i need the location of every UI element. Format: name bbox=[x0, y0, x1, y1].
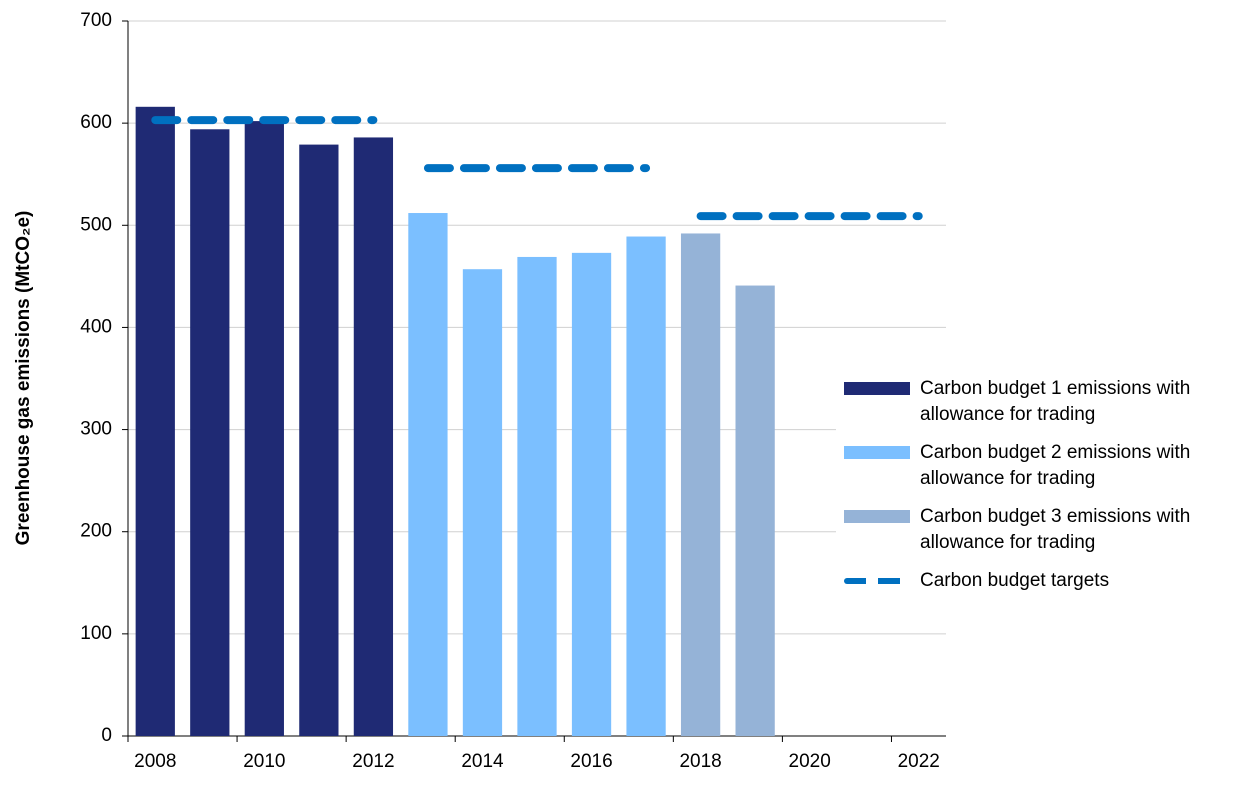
bar bbox=[626, 236, 666, 736]
legend-entry: Carbon budget 1 emissions with allowance… bbox=[844, 376, 1256, 428]
bar bbox=[680, 233, 721, 736]
bar bbox=[462, 269, 503, 736]
x-tick-label: 2018 bbox=[679, 751, 721, 772]
legend-label: Carbon budget targets bbox=[920, 570, 1110, 591]
legend-label: Carbon budget 3 emissions with allowance… bbox=[920, 506, 1191, 553]
bar bbox=[299, 144, 339, 737]
legend-swatch bbox=[844, 510, 910, 523]
bar bbox=[353, 137, 394, 736]
y-tick-label: 700 bbox=[80, 10, 112, 31]
legend-swatch bbox=[844, 382, 910, 395]
legend-entry: Carbon budget 2 emissions with allowance… bbox=[844, 440, 1256, 492]
legend-swatch bbox=[844, 578, 910, 584]
x-tick-label: 2012 bbox=[352, 751, 394, 772]
y-axis-label: Greenhouse gas emissions (MtCO₂e) bbox=[13, 211, 34, 546]
y-tick-label: 500 bbox=[80, 214, 112, 235]
bar bbox=[244, 121, 284, 737]
y-tick-label: 200 bbox=[80, 521, 112, 542]
legend-entry: Carbon budget 3 emissions with allowance… bbox=[844, 504, 1256, 556]
x-tick-label: 2014 bbox=[461, 751, 504, 772]
x-tick-label: 2008 bbox=[134, 751, 176, 772]
x-tick-label: 2010 bbox=[243, 751, 285, 772]
x-tick-label: 2016 bbox=[570, 751, 612, 772]
bar bbox=[735, 285, 775, 736]
y-tick-label: 400 bbox=[80, 316, 112, 337]
y-tick-label: 600 bbox=[80, 112, 112, 133]
legend: Carbon budget 1 emissions with allowance… bbox=[836, 372, 1256, 610]
y-tick-label: 0 bbox=[101, 725, 112, 746]
y-tick-label: 300 bbox=[80, 419, 112, 440]
bar bbox=[517, 256, 557, 736]
y-tick-label: 100 bbox=[80, 623, 112, 644]
bar bbox=[408, 213, 448, 736]
bar bbox=[571, 252, 612, 736]
x-tick-label: 2020 bbox=[789, 751, 831, 772]
legend-label: Carbon budget 1 emissions with allowance… bbox=[920, 378, 1191, 425]
bar bbox=[135, 106, 175, 737]
legend-swatch bbox=[844, 446, 910, 459]
bar bbox=[190, 129, 230, 736]
legend-entry: Carbon budget targets bbox=[844, 568, 1256, 594]
legend-label: Carbon budget 2 emissions with allowance… bbox=[920, 442, 1191, 489]
x-tick-label: 2022 bbox=[898, 751, 940, 772]
